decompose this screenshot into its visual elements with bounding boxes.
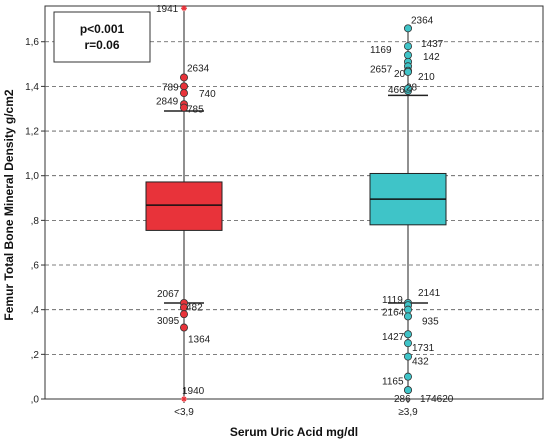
outlier-point: 1941 [156, 4, 187, 15]
outlier-marker [403, 330, 412, 339]
outlier-label: 1731 [412, 343, 435, 354]
outlier-marker [403, 372, 412, 381]
iqr-box [145, 181, 223, 231]
extreme-marker [181, 5, 187, 12]
y-tick-label: ,0 [31, 395, 40, 406]
grid-lines [45, 41, 543, 355]
stats-r-value: r=0.06 [84, 38, 119, 52]
plot-frame [44, 5, 544, 400]
outlier-label: 740 [199, 89, 216, 100]
stats-annotation: p<0.001 r=0.06 [53, 11, 151, 63]
outlier-label: 2164 [382, 308, 405, 319]
outlier-label: 1940 [182, 386, 205, 397]
outlier-label: 2141 [418, 288, 441, 299]
stats-box [53, 11, 151, 63]
outlier-label: 1364 [188, 335, 211, 346]
outlier-point: 785 [179, 103, 204, 116]
outlier-marker [403, 24, 412, 33]
x-axis-title: Serum Uric Acid mg/dl [230, 425, 358, 439]
outlier-marker [179, 323, 188, 332]
outlier-label: 2849 [156, 96, 179, 107]
outlier-marker [403, 67, 412, 76]
outlier-marker [403, 312, 412, 321]
outlier-point: 1437 [403, 39, 444, 51]
outlier-label: 785 [187, 105, 204, 116]
y-tick-label: ,4 [31, 305, 40, 316]
outlier-point: 1427 [382, 330, 412, 343]
boxes [145, 8, 447, 399]
outlier-label: 2634 [187, 63, 210, 74]
outlier-point: 1731 [403, 339, 435, 354]
y-tick-label: 1,2 [25, 127, 39, 138]
outlier-marker [403, 305, 412, 314]
outlier-point: 174620 [403, 386, 454, 405]
x-tick-label: <3,9 [174, 407, 194, 418]
outlier-marker [403, 42, 412, 51]
outlier-point: 432 [403, 352, 429, 368]
outlier-marker [403, 386, 412, 395]
outlier-label: 2067 [157, 289, 180, 300]
outlier-marker [179, 310, 188, 319]
y-tick-label: 1,4 [25, 82, 39, 93]
outliers: 1941 2634 789 740 2849 785 2067 482 3095 1364 1940… [156, 4, 454, 405]
outlier-label: 174620 [420, 394, 454, 405]
outlier-marker [179, 82, 188, 91]
x-tick-label: ≥3,9 [398, 407, 418, 418]
outlier-label: 2657 [370, 64, 393, 75]
outlier-label: 432 [412, 357, 429, 368]
outlier-marker [403, 352, 412, 361]
outlier-label: 20 [394, 69, 406, 80]
outlier-point: 2634 [179, 63, 210, 82]
box-group [145, 8, 223, 399]
outlier-label: 1941 [156, 4, 179, 15]
outlier-label: 935 [422, 316, 439, 327]
outlier-label: 286 [394, 394, 411, 405]
outlier-label: 28 [406, 83, 418, 94]
outlier-label: 789 [162, 82, 179, 93]
x-axis: <3,9 ≥3,9 [174, 399, 418, 418]
stats-p-value: p<0.001 [80, 22, 125, 36]
outlier-point: 1364 [179, 323, 211, 346]
y-tick-label: 1,6 [25, 37, 39, 48]
y-tick-label: ,8 [31, 216, 40, 227]
outlier-label: 2364 [411, 15, 434, 26]
outlier-point: 3095 [157, 310, 188, 327]
outlier-marker [403, 51, 412, 60]
outlier-label: 466 [388, 85, 405, 96]
outlier-label: 482 [186, 302, 203, 313]
y-axis: ,0 ,2 ,4 ,6 ,8 1,0 1,2 1,4 1,6 [25, 37, 45, 406]
extreme-marker [181, 396, 187, 402]
y-tick-label: 1,0 [25, 171, 39, 182]
outlier-point: 1165 [382, 372, 412, 388]
outlier-marker [403, 339, 412, 348]
outlier-label: 1427 [382, 332, 405, 343]
outlier-marker [179, 89, 188, 98]
outlier-point: 1169 [370, 45, 412, 60]
outlier-label: 1169 [370, 45, 392, 56]
outlier-point: 740 [179, 89, 216, 100]
outlier-point: 2364 [403, 15, 434, 33]
y-axis-title: Femur Total Bone Mineral Density g/cm2 [2, 89, 16, 320]
outlier-point: 28 [403, 83, 418, 94]
outlier-point: 935 [403, 312, 439, 327]
outlier-marker [179, 73, 188, 82]
y-tick-label: ,2 [31, 350, 40, 361]
outlier-point: 1940 [181, 386, 205, 402]
outlier-marker [403, 84, 412, 93]
outlier-label: 210 [418, 72, 435, 83]
outlier-label: 1165 [382, 377, 404, 388]
outlier-label: 1437 [421, 39, 444, 50]
outlier-label: 1119 [382, 295, 403, 306]
outlier-point: 210 [403, 67, 435, 83]
outlier-label: 3095 [157, 316, 180, 327]
outlier-marker [179, 103, 188, 112]
outlier-label: 142 [423, 52, 440, 63]
y-tick-label: ,6 [31, 261, 40, 272]
